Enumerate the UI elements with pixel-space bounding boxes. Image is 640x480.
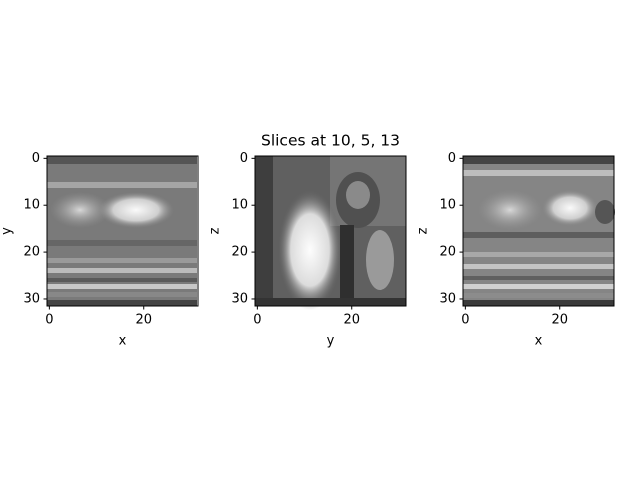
x-axis-label: x [119,334,127,349]
x-tick-label: 0 [45,313,53,328]
y-tick-label: 10 [439,198,456,213]
y-tick-label: 30 [231,291,248,306]
x-tick-label: 20 [135,313,152,328]
y-tick-label: 20 [439,245,456,260]
y-tick-label: 10 [231,198,248,213]
x-axis-label: y [327,334,335,349]
y-tick-label: 0 [448,151,456,166]
image-panel-2 [255,156,406,310]
y-tick-label: 30 [23,291,40,306]
y-axis-label: z [208,227,223,234]
x-tick-label: 0 [253,313,261,328]
image-panel-3 [463,156,615,306]
chart-title: Slices at 10, 5, 13 [261,132,400,150]
y-tick-label: 20 [23,245,40,260]
y-axis-label: y [0,227,15,235]
y-tick-label: 20 [231,245,248,260]
y-tick-label: 10 [23,198,40,213]
image-panel-1 [47,156,197,306]
x-tick-label: 0 [461,313,469,328]
x-axis-label: x [535,334,543,349]
axes-frame [462,155,615,307]
y-tick-label: 0 [32,151,40,166]
axes-frame [254,155,407,307]
x-tick-label: 20 [551,313,568,328]
x-tick-label: 20 [343,313,360,328]
y-tick-label: 30 [439,291,456,306]
y-axis-label: z [416,227,431,234]
y-tick-label: 0 [240,151,248,166]
axes-frame [46,155,199,307]
